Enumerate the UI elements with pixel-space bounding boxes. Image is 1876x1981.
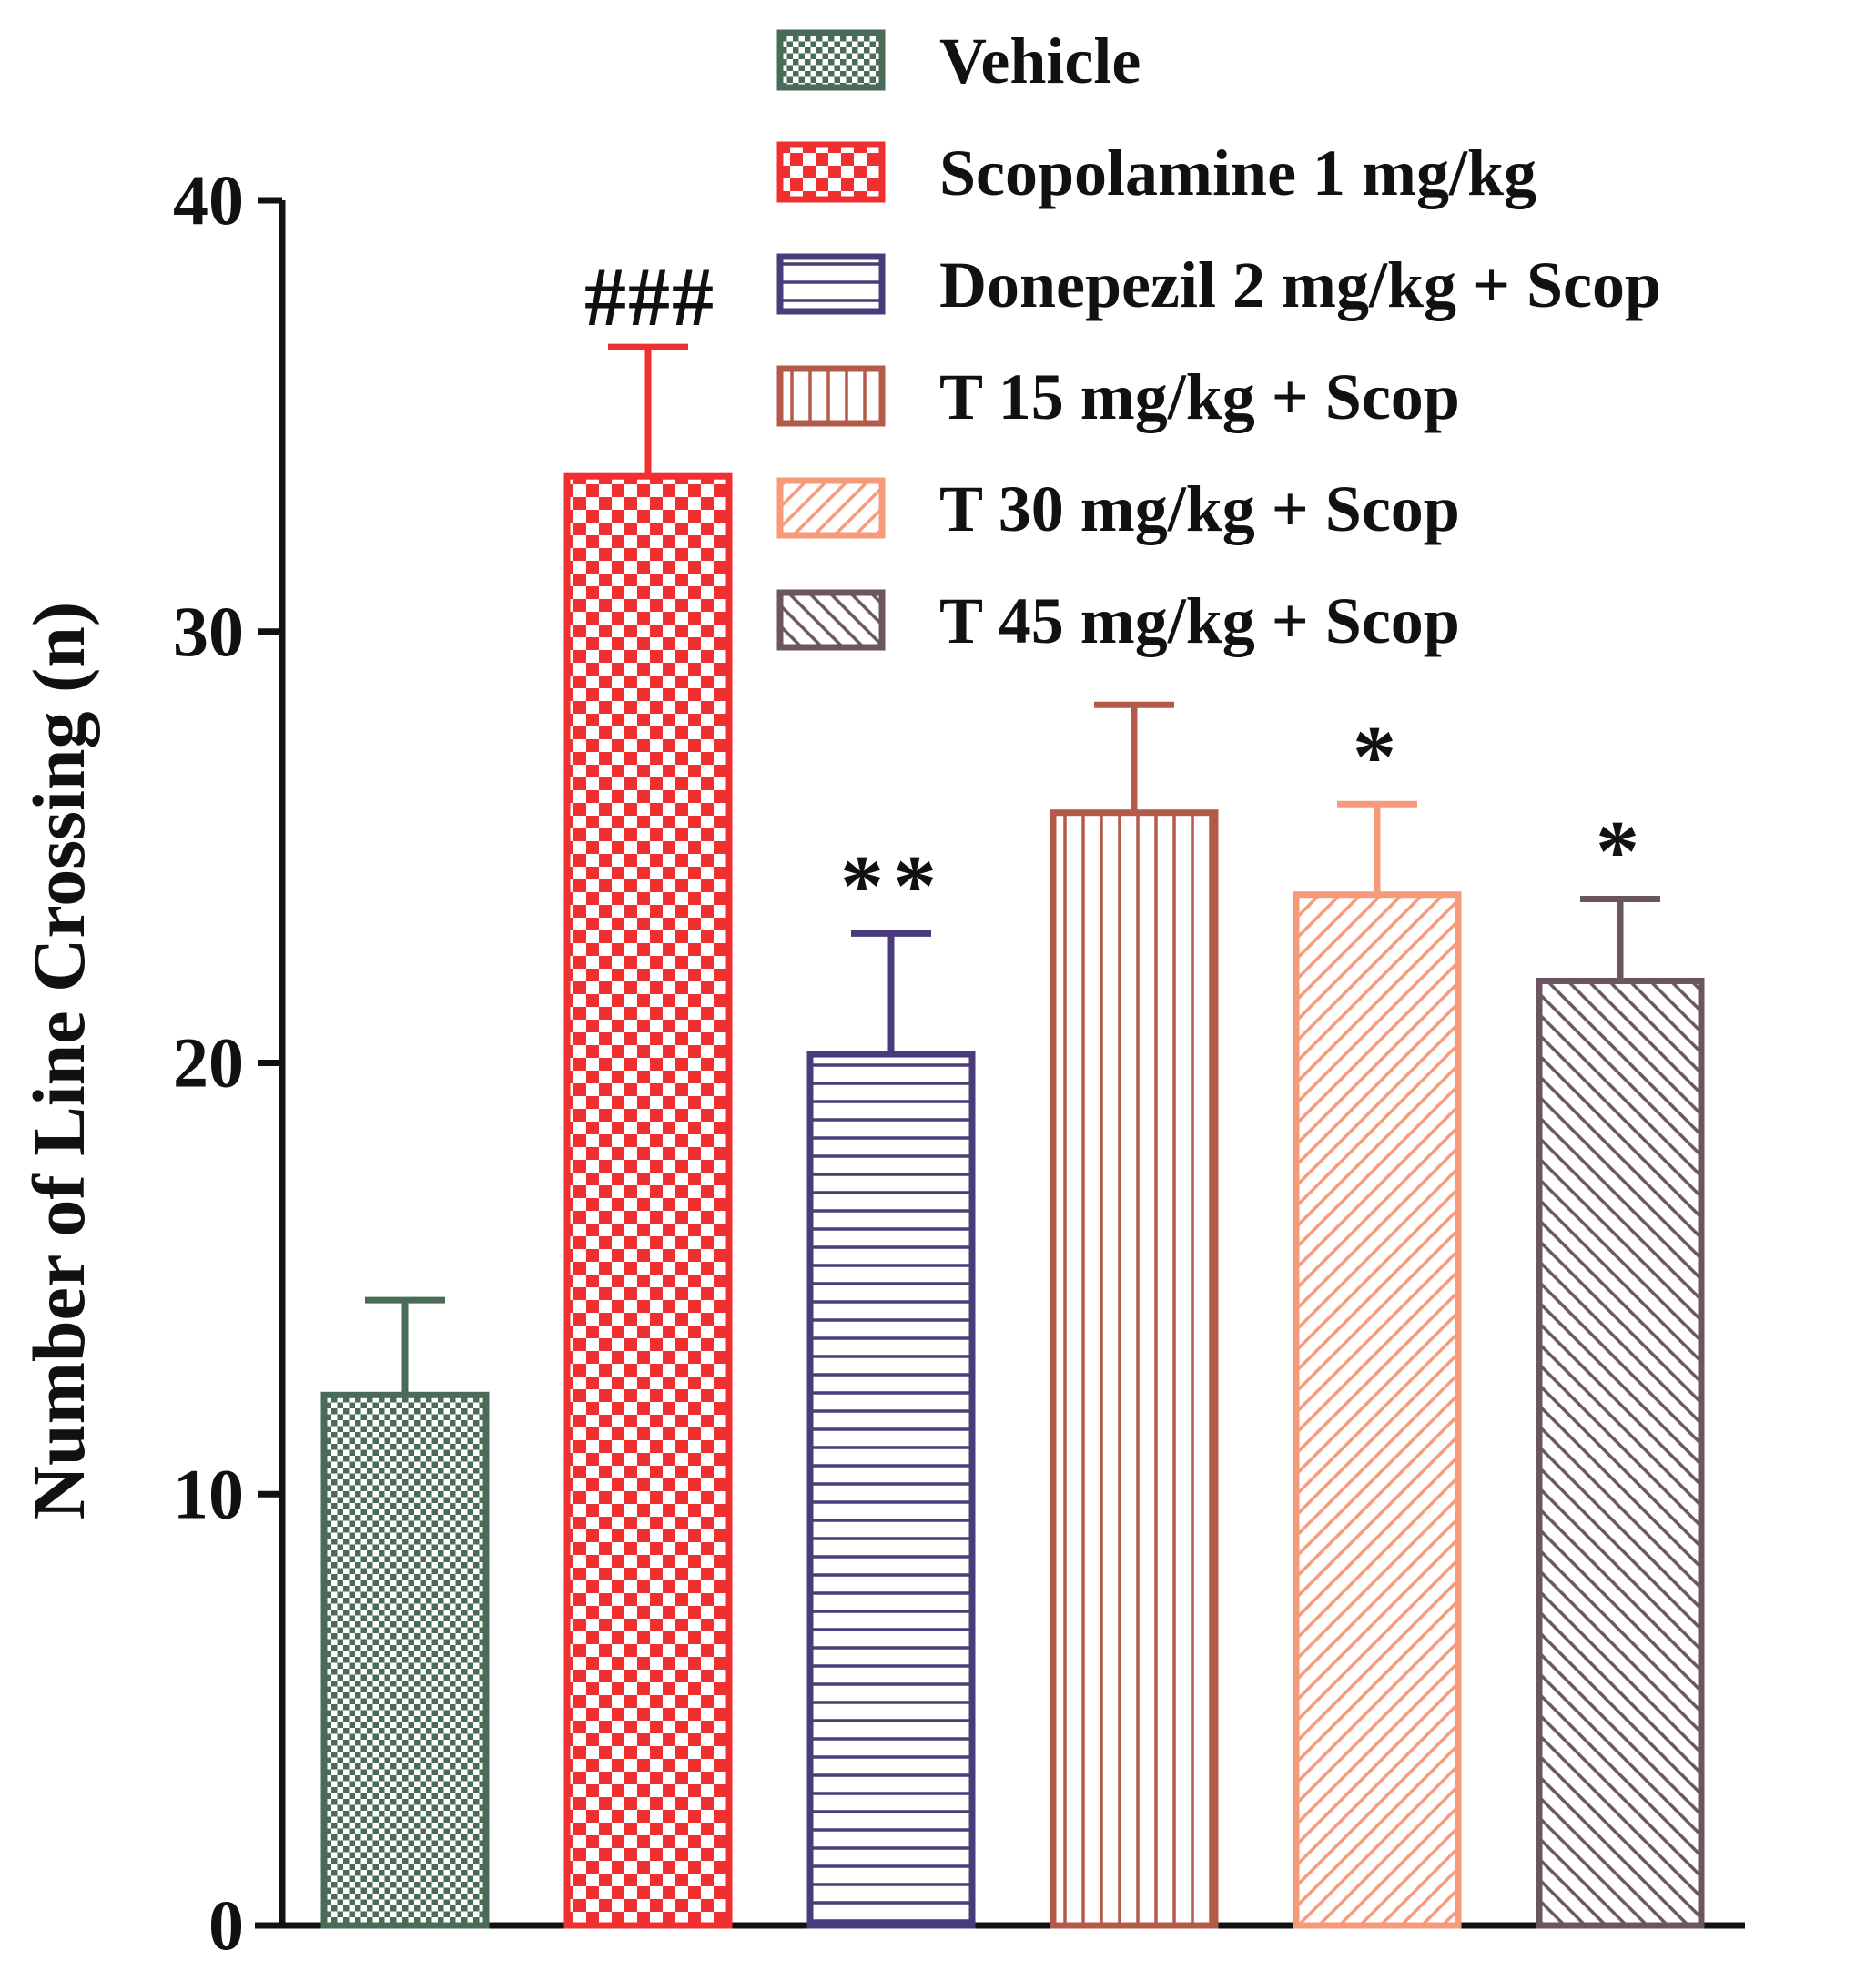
- legend-label: T 30 mg/kg + Scop: [939, 472, 1460, 545]
- legend-swatch: [776, 253, 886, 315]
- legend-swatch: [776, 365, 886, 427]
- legend-label: Scopolamine 1 mg/kg: [939, 137, 1536, 209]
- legend-label: T 45 mg/kg + Scop: [939, 584, 1460, 657]
- legend-swatch: [776, 141, 886, 203]
- significance-label: **: [840, 837, 946, 934]
- bar: [1536, 977, 1705, 1929]
- bar: [563, 472, 733, 1929]
- y-tick-label: 0: [208, 1885, 244, 1965]
- y-tick-label: 20: [173, 1023, 244, 1102]
- y-tick-label: 40: [173, 160, 244, 239]
- bar: [1050, 809, 1219, 1929]
- legend-swatch: [776, 29, 886, 91]
- bar: [806, 1051, 976, 1929]
- legend-swatch: [776, 589, 886, 651]
- legend-label: T 15 mg/kg + Scop: [939, 361, 1460, 433]
- y-tick-label: 10: [173, 1454, 244, 1533]
- significance-label: *: [1353, 707, 1405, 805]
- bar: [1293, 891, 1462, 1929]
- y-axis-title: Number of Line Crossing (n): [17, 602, 100, 1519]
- bar: [320, 1391, 490, 1929]
- legend-label: Donepezil 2 mg/kg + Scop: [939, 249, 1661, 321]
- significance-label: *: [1596, 802, 1648, 899]
- legend-label: Vehicle: [939, 25, 1141, 97]
- significance-label: ###: [584, 250, 715, 343]
- legend-swatch: [776, 477, 886, 539]
- y-tick-label: 30: [173, 592, 244, 671]
